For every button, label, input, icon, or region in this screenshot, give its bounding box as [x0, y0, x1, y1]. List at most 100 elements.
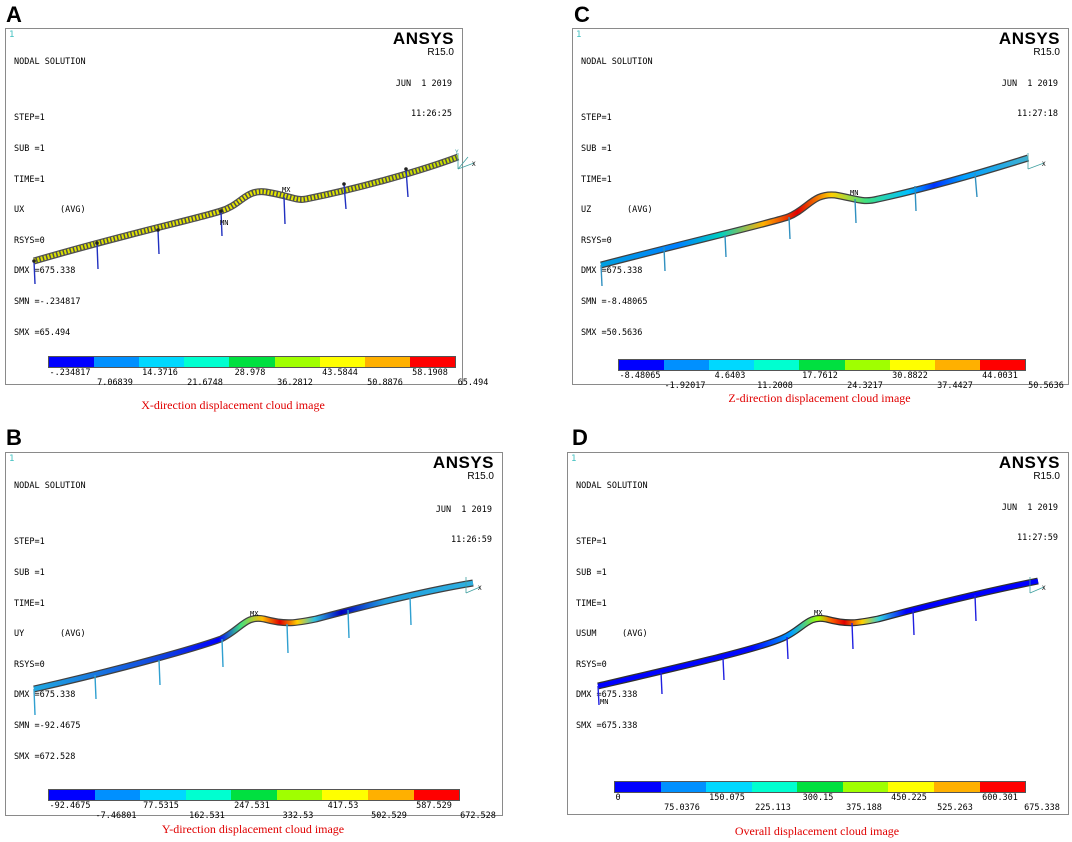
min-marker: MN	[220, 219, 228, 227]
legend-swatch	[751, 782, 798, 792]
legend-swatch	[660, 782, 707, 792]
pipeline-model: MX MN Y X	[32, 149, 476, 285]
legend-swatch	[797, 782, 843, 792]
legend-label: 375.188	[846, 803, 882, 813]
ansys-brand: ANSYS R15.0	[393, 29, 454, 58]
info-line: SMN =-.234817	[14, 297, 81, 308]
legend-label: 417.53	[327, 801, 359, 811]
legend-swatch	[889, 360, 935, 370]
legend-label: 43.5844	[322, 368, 358, 378]
info-line: SUB =1	[14, 144, 45, 155]
legend-label: 225.113	[755, 803, 791, 813]
legend-label: 14.3716	[142, 368, 178, 378]
stamp-date: JUN 1 2019	[1001, 503, 1058, 513]
stamp-time: 11:27:18	[1017, 109, 1058, 119]
min-marker: MN	[600, 698, 608, 706]
legend-swatch	[844, 360, 890, 370]
legend-swatch	[364, 357, 410, 367]
axis-triad-icon	[1029, 577, 1045, 594]
timestamp: JUN 1 2019 11:26:25	[396, 59, 452, 139]
min-marker: MN	[850, 189, 858, 197]
info-line: TIME=1	[581, 174, 612, 185]
legend-label: -7.46801	[95, 811, 137, 821]
legend-label: -1.92017	[664, 381, 706, 391]
legend-swatch	[184, 357, 230, 367]
info-line: TIME=1	[576, 598, 607, 609]
legend-label: 247.531	[234, 801, 270, 811]
info-line: SUB =1	[576, 568, 607, 579]
contour-legend	[618, 359, 1026, 371]
info-line: USUM (AVG)	[576, 629, 648, 640]
window-number: 1	[9, 454, 15, 464]
ansys-logo: ANSYS	[432, 453, 494, 472]
triad-x-label: X	[472, 161, 476, 168]
pipe-supports	[33, 595, 412, 716]
ansys-logo: ANSYS	[392, 29, 454, 48]
legend-label: 44.0031	[982, 371, 1018, 381]
caption-c: Z-direction displacement cloud image	[728, 391, 911, 405]
legend-label: 150.075	[709, 793, 745, 803]
info-line: RSYS=0	[14, 235, 45, 246]
info-line: SMX =672.528	[14, 751, 76, 762]
legend-label: -.234817	[49, 368, 91, 378]
pipe-supports	[597, 594, 977, 706]
legend-swatch	[933, 782, 980, 792]
legend-swatch	[140, 790, 186, 800]
legend-swatch	[94, 790, 141, 800]
info-line: STEP=1	[14, 537, 45, 548]
info-line: SUB =1	[581, 144, 612, 155]
ansys-logo: ANSYS	[998, 453, 1060, 472]
legend-labels: 0 150.075 300.15 450.225 600.301 75.0376…	[614, 793, 1059, 817]
stamp-date: JUN 1 2019	[435, 505, 492, 515]
solution-info: NODAL SOLUTION STEP=1 SUB =1 TIME=1 UX (…	[14, 37, 86, 358]
legend-label: 21.6748	[187, 378, 223, 388]
timestamp: JUN 1 2019 11:27:59	[1002, 483, 1058, 563]
legend-label: 600.301	[982, 793, 1018, 803]
triad-x-label: X	[478, 585, 482, 592]
legend-swatch	[706, 782, 752, 792]
stamp-time: 11:27:59	[1017, 533, 1058, 543]
ansys-version: R15.0	[1033, 471, 1060, 482]
info-line: NODAL SOLUTION	[581, 57, 653, 68]
legend-label: 30.8822	[892, 371, 928, 381]
info-line: STEP=1	[576, 537, 607, 548]
legend-label: 65.494	[457, 378, 489, 388]
legend-swatch	[979, 782, 1026, 792]
info-line: NODAL SOLUTION	[14, 481, 86, 492]
stamp-date: JUN 1 2019	[395, 79, 452, 89]
contour-legend	[614, 781, 1026, 793]
info-line: STEP=1	[581, 113, 612, 124]
legend-labels: -.234817 14.3716 28.978 43.5844 58.1908 …	[48, 368, 489, 392]
legend-swatch	[231, 790, 277, 800]
legend-swatch	[799, 360, 845, 370]
legend-labels: -8.48065 4.6403 17.7612 30.8822 44.0031 …	[618, 371, 1064, 395]
info-line: DMX =675.338	[14, 266, 76, 277]
info-line: SMX =50.5636	[581, 327, 643, 338]
panel-b-viewport: 1 NODAL SOLUTION STEP=1 SUB =1 TIME=1 UY…	[5, 452, 503, 821]
stamp-time: 11:26:25	[411, 109, 452, 119]
legend-label: 4.6403	[714, 371, 746, 381]
legend-swatch	[619, 360, 665, 370]
legend-swatch	[709, 360, 755, 370]
legend-label: 7.06839	[97, 378, 133, 388]
ansys-brand: ANSYS R15.0	[999, 29, 1060, 58]
ansys-logo: ANSYS	[998, 29, 1060, 48]
pipe-contour	[33, 580, 474, 692]
legend-swatch	[185, 790, 232, 800]
info-line: SMN =-92.4675	[14, 721, 81, 732]
legend-label: 36.2812	[277, 378, 313, 388]
window-number: 1	[9, 30, 15, 40]
legend-label: 11.2008	[757, 381, 793, 391]
info-line: TIME=1	[14, 598, 45, 609]
max-marker: MX	[282, 186, 291, 194]
pipe-supports	[33, 168, 409, 285]
legend-swatch	[94, 357, 140, 367]
legend-swatch	[49, 357, 95, 367]
axis-triad-icon	[457, 153, 475, 170]
legend-label: 75.0376	[664, 803, 700, 813]
legend-swatch	[754, 360, 800, 370]
info-line: RSYS=0	[14, 659, 45, 670]
legend-swatch	[615, 782, 661, 792]
info-line: SMX =675.338	[576, 721, 638, 732]
triad-x-label: X	[1042, 585, 1046, 592]
